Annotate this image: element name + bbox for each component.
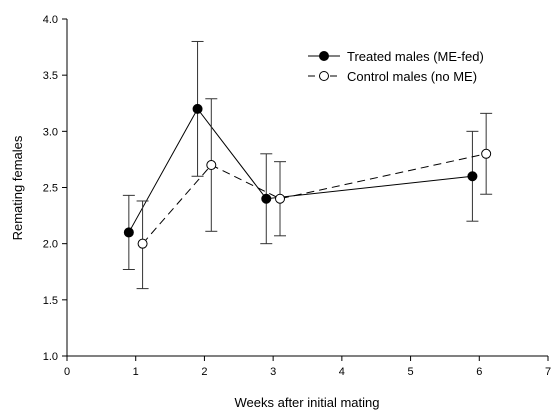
data-point xyxy=(192,103,203,114)
legend-label-control: Control males (no ME) xyxy=(347,69,477,84)
y-tick-label: 3.5 xyxy=(43,70,58,82)
y-tick-label: 1.0 xyxy=(43,351,58,363)
legend-marker-control xyxy=(319,71,329,81)
legend-marker-treated xyxy=(319,51,329,61)
y-tick-label: 2.0 xyxy=(43,239,58,251)
data-point xyxy=(206,160,217,171)
x-tick-label: 0 xyxy=(64,366,70,378)
data-point xyxy=(481,148,492,159)
data-point xyxy=(261,193,272,204)
y-tick-label: 3.0 xyxy=(43,126,58,138)
series-layer xyxy=(122,40,493,290)
y-tick-label: 1.5 xyxy=(43,295,58,307)
y-tick-label: 2.5 xyxy=(43,183,58,195)
x-tick-label: 5 xyxy=(408,366,414,378)
legend-label-treated: Treated males (ME-fed) xyxy=(347,49,484,64)
axes: 1.0 1.5 2.0 2.5 3.0 3.5 4.0 0 1 2 3 4 5 6 7 xyxy=(43,14,551,378)
x-tick-label: 4 xyxy=(339,366,345,378)
x-tick-label: 3 xyxy=(270,366,276,378)
y-tick-label: 4.0 xyxy=(43,14,58,26)
x-tick-label: 1 xyxy=(133,366,139,378)
data-point xyxy=(467,171,478,182)
series-treated xyxy=(122,40,479,271)
x-tick-label: 2 xyxy=(201,366,207,378)
data-point xyxy=(275,193,286,204)
legend-entry-control: Control males (no ME) xyxy=(308,69,477,84)
x-tick-label: 6 xyxy=(476,366,482,378)
series-line xyxy=(128,107,473,233)
data-point xyxy=(137,238,148,249)
legend: Treated males (ME-fed) Control males (no… xyxy=(308,49,484,84)
data-point xyxy=(123,227,134,238)
x-axis-title: Weeks after initial mating xyxy=(235,395,380,410)
series-control xyxy=(136,98,493,290)
legend-entry-treated: Treated males (ME-fed) xyxy=(308,49,484,64)
x-tick-label: 7 xyxy=(545,366,551,378)
y-axis-title: Remating females xyxy=(10,135,25,240)
series-line xyxy=(142,153,487,244)
